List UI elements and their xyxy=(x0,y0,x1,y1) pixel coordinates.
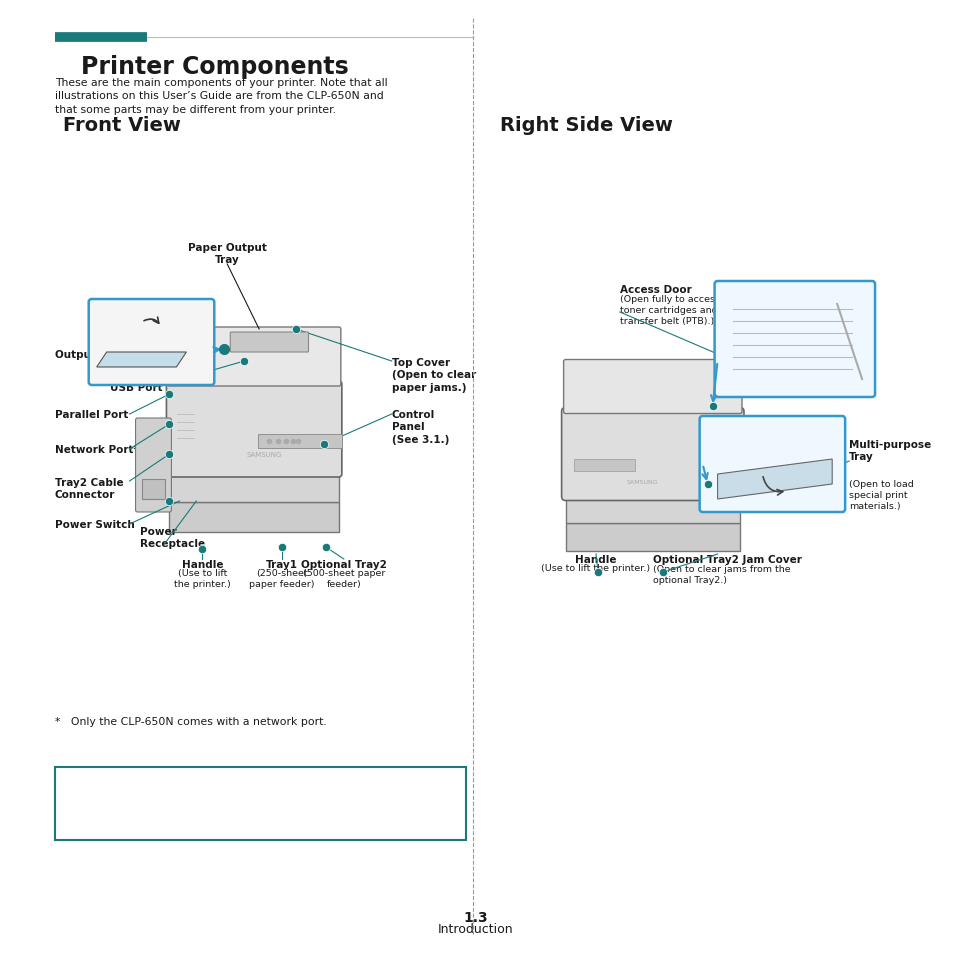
Text: Multi-purpose
Tray: Multi-purpose Tray xyxy=(848,439,930,462)
FancyBboxPatch shape xyxy=(563,360,741,414)
Text: Introduction: Introduction xyxy=(437,922,513,935)
Text: Access Door: Access Door xyxy=(619,285,691,294)
Text: Paper Output
Tray: Paper Output Tray xyxy=(188,242,267,265)
Text: Control
Panel
(See 3.1.): Control Panel (See 3.1.) xyxy=(392,410,449,444)
Text: Power Switch: Power Switch xyxy=(54,519,134,530)
FancyBboxPatch shape xyxy=(573,459,634,472)
Text: SAMSUNG: SAMSUNG xyxy=(626,480,658,485)
Text: Tray2 Cable
Connector: Tray2 Cable Connector xyxy=(54,477,123,500)
FancyBboxPatch shape xyxy=(166,381,341,477)
Text: Front View: Front View xyxy=(63,116,180,135)
FancyBboxPatch shape xyxy=(55,767,465,841)
Text: Handle: Handle xyxy=(575,555,616,564)
FancyBboxPatch shape xyxy=(230,333,308,353)
Text: USB Port: USB Port xyxy=(110,382,162,393)
Text: SAMSUNG: SAMSUNG xyxy=(246,452,281,457)
FancyBboxPatch shape xyxy=(561,408,743,501)
FancyBboxPatch shape xyxy=(714,282,874,397)
Text: Power
Receptacle: Power Receptacle xyxy=(139,526,205,549)
FancyBboxPatch shape xyxy=(710,416,739,493)
Text: Printer Components: Printer Components xyxy=(81,55,348,79)
Text: Optional Tray2: Optional Tray2 xyxy=(300,559,386,569)
Text: Network Port*: Network Port* xyxy=(54,444,138,455)
Text: Optional Tray2 Jam Cover: Optional Tray2 Jam Cover xyxy=(652,555,801,564)
Text: (Open to load
special print
materials.): (Open to load special print materials.) xyxy=(848,457,913,511)
Text: 1.3: 1.3 xyxy=(462,910,487,923)
Text: Parallel Port: Parallel Port xyxy=(54,410,128,419)
Text: These are the main components of your printer. Note that all
illustrations on th: These are the main components of your pr… xyxy=(55,78,387,114)
Text: *   Only the CLP-650N comes with a network port.: * Only the CLP-650N comes with a network… xyxy=(55,717,327,726)
Text: NOTE:: NOTE: xyxy=(63,775,104,788)
FancyBboxPatch shape xyxy=(257,435,342,449)
Text: (250-sheet
paper feeder): (250-sheet paper feeder) xyxy=(249,568,314,589)
Text: (Use to lift the printer.): (Use to lift the printer.) xyxy=(541,563,650,573)
Text: (Use to lift
the printer.): (Use to lift the printer.) xyxy=(173,568,231,589)
FancyBboxPatch shape xyxy=(170,475,338,502)
Text: Right Side View: Right Side View xyxy=(499,116,672,135)
Text: NᴏTEᴇ:: NᴏTEᴇ: xyxy=(63,775,109,788)
FancyBboxPatch shape xyxy=(168,328,340,387)
FancyBboxPatch shape xyxy=(565,497,740,523)
FancyBboxPatch shape xyxy=(135,418,172,513)
Text: (Open to clear jams from the
optional Tray2.): (Open to clear jams from the optional Tr… xyxy=(652,564,790,584)
Text: (Open fully to access the
toner cartridges and paper
transfer belt (PTB).): (Open fully to access the toner cartridg… xyxy=(619,294,747,326)
FancyBboxPatch shape xyxy=(699,416,844,513)
FancyBboxPatch shape xyxy=(89,299,214,386)
Text: Output Support: Output Support xyxy=(54,350,147,359)
Text: Top Cover
(Open to clear
paper jams.): Top Cover (Open to clear paper jams.) xyxy=(392,357,476,393)
Text: (500-sheet paper
feeder): (500-sheet paper feeder) xyxy=(302,568,385,589)
FancyBboxPatch shape xyxy=(170,502,338,533)
Text: Tray1: Tray1 xyxy=(266,559,297,569)
Polygon shape xyxy=(717,459,831,499)
FancyBboxPatch shape xyxy=(141,479,165,499)
Text: NOTE:  The surface of the output tray may become hot if you
print a large number: NOTE: The surface of the output tray may… xyxy=(63,775,414,827)
Text: Handle: Handle xyxy=(181,559,223,569)
FancyBboxPatch shape xyxy=(565,523,740,551)
Polygon shape xyxy=(96,353,186,368)
